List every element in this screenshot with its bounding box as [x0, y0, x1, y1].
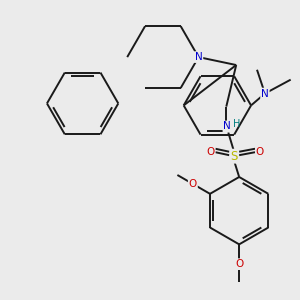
Text: N: N	[224, 122, 231, 131]
Text: H: H	[233, 119, 241, 130]
Text: O: O	[256, 147, 264, 157]
Text: N: N	[261, 88, 269, 98]
Text: O: O	[235, 259, 243, 269]
Text: O: O	[189, 179, 197, 189]
Text: O: O	[206, 147, 214, 157]
Text: N: N	[195, 52, 203, 62]
Text: S: S	[230, 150, 238, 163]
